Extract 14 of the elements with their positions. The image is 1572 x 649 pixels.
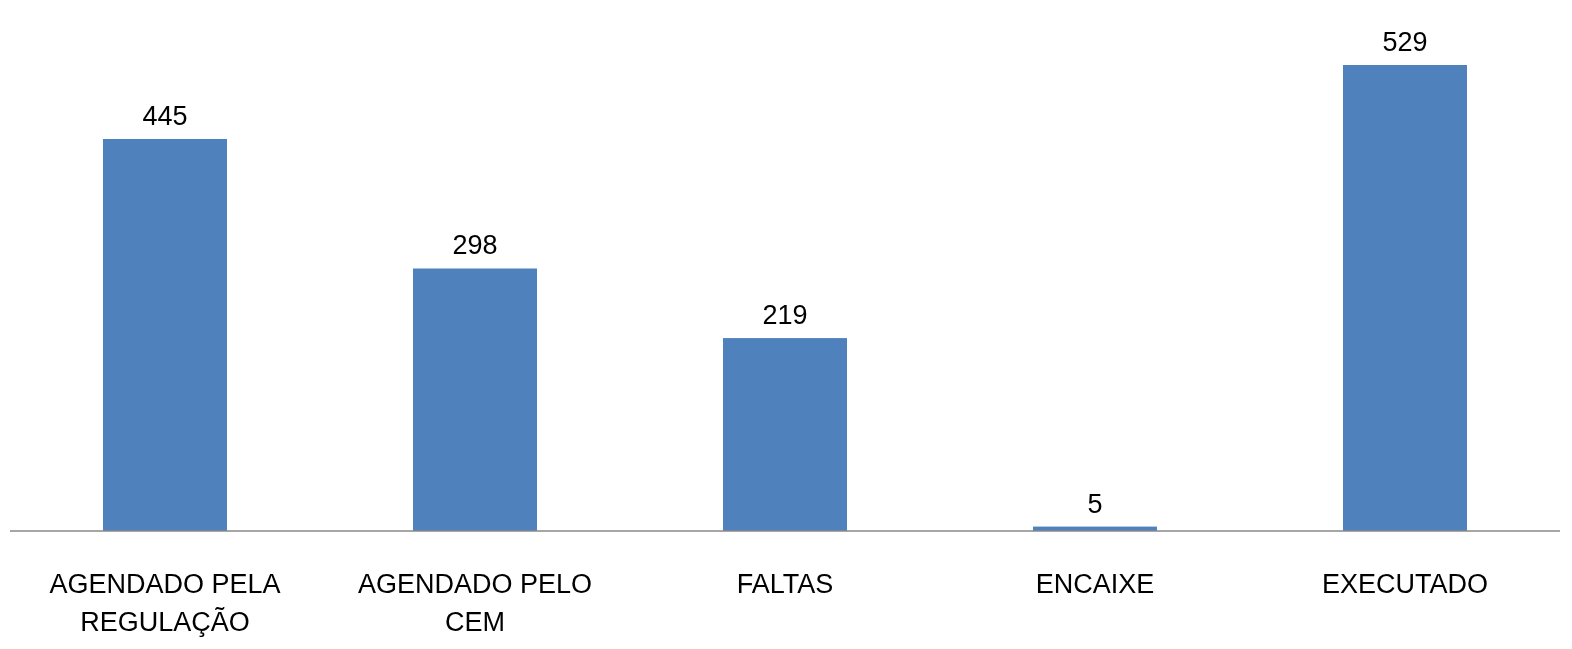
data-label: 529: [1382, 27, 1428, 57]
x-tick-label: EXECUTADO: [1321, 569, 1489, 599]
bar: [413, 268, 537, 531]
x-tick-label: ENCAIXE: [1035, 569, 1155, 599]
x-tick-label: FALTAS: [736, 569, 834, 599]
bar: [1343, 65, 1467, 531]
data-label: 219: [762, 300, 808, 331]
data-label: 5: [1087, 488, 1103, 519]
x-tick-label: AGENDADO PELO CEM: [357, 569, 593, 637]
bar: [723, 338, 847, 531]
data-label: 445: [142, 101, 188, 131]
x-tick-label: AGENDADO PELA REGULAÇÃO: [49, 569, 281, 637]
data-label: 298: [452, 230, 498, 261]
bar: [103, 139, 227, 531]
